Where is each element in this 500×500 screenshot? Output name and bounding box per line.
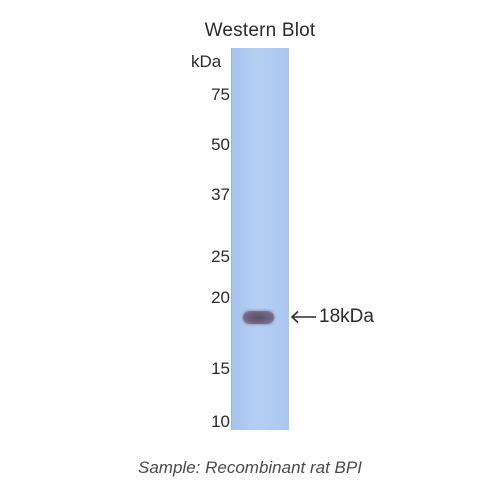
gel-lane — [232, 48, 289, 430]
kda-unit-label: kDa — [191, 52, 222, 71]
lane-edge — [231, 48, 232, 430]
marker-75: 75 — [211, 85, 230, 104]
marker-50: 50 — [211, 135, 230, 154]
marker-10: 10 — [211, 412, 230, 431]
sample-caption: Sample: Recombinant rat BPI — [138, 458, 362, 477]
marker-37: 37 — [211, 185, 230, 204]
marker-20: 20 — [211, 288, 230, 307]
marker-15: 15 — [211, 359, 230, 378]
blot-title: Western Blot — [204, 20, 316, 41]
band-annotation: 18kDa — [290, 305, 374, 329]
left-arrow-icon — [290, 310, 316, 324]
band-size-label: 18kDa — [319, 306, 374, 327]
protein-band — [243, 311, 274, 324]
marker-25: 25 — [211, 247, 230, 266]
